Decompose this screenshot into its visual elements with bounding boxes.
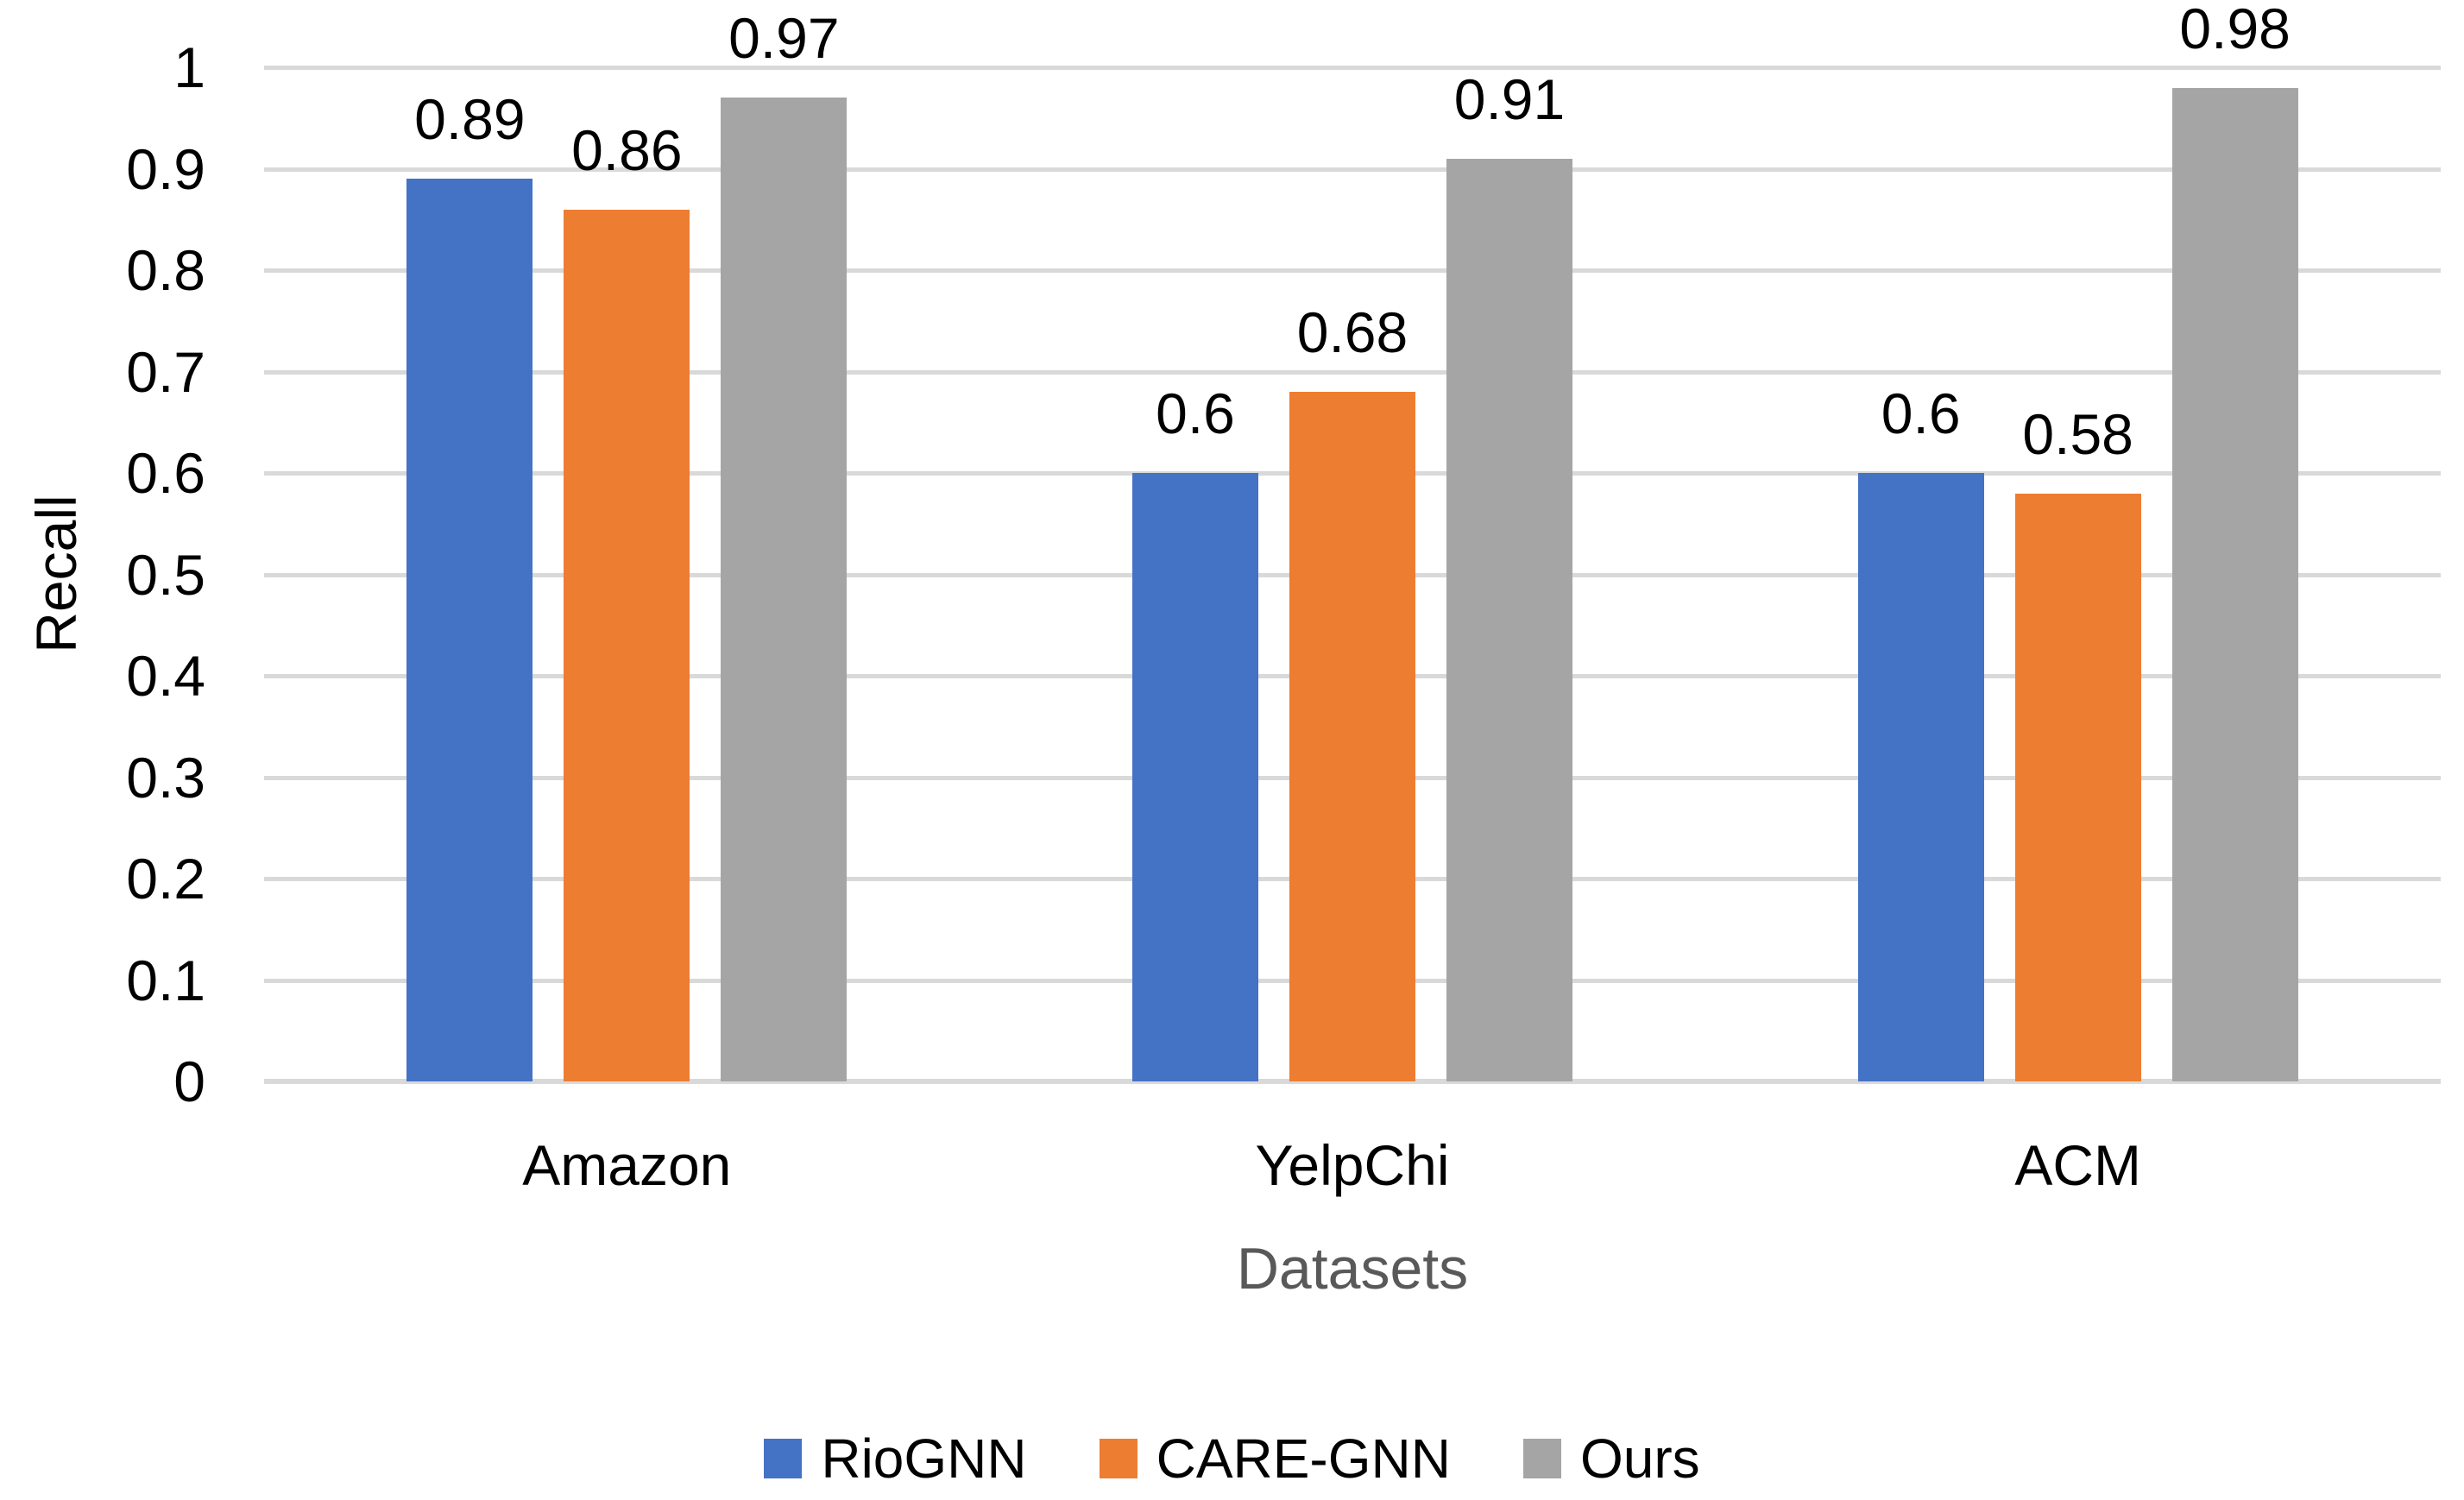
bar-Ours-YelpChi xyxy=(1446,158,1572,1081)
y-tick-label: 0.6 xyxy=(126,441,205,505)
legend-item-Ours: Ours xyxy=(1522,1428,1700,1490)
x-category-label: Amazon xyxy=(522,1133,732,1197)
x-axis-line xyxy=(264,1079,2441,1084)
bar-value-label: 0.68 xyxy=(1296,300,1408,364)
y-tick-label: 0.2 xyxy=(126,847,205,911)
x-category-label: YelpChi xyxy=(1255,1133,1450,1197)
legend-label: CARE-GNN xyxy=(1156,1428,1451,1490)
bar-RioGNN-Amazon xyxy=(406,179,533,1081)
y-tick-label: 0.4 xyxy=(126,644,205,708)
bar-value-label: 0.86 xyxy=(571,117,683,182)
bar-value-label: 0.97 xyxy=(728,6,840,71)
y-tick-label: 0.7 xyxy=(126,339,205,404)
y-tick-label: 0 xyxy=(173,1049,205,1113)
bar-CARE-GNN-ACM xyxy=(2014,493,2141,1081)
x-axis-title: Datasets xyxy=(1236,1236,1469,1301)
bar-value-label: 0.89 xyxy=(414,87,526,152)
gridline xyxy=(264,167,2441,172)
bar-CARE-GNN-YelpChi xyxy=(1289,392,1415,1081)
y-tick-label: 0.9 xyxy=(126,136,205,201)
gridline xyxy=(264,369,2441,375)
y-tick-label: 1 xyxy=(173,35,205,99)
bar-value-label: 0.58 xyxy=(2022,401,2133,466)
legend-item-RioGNN: RioGNN xyxy=(764,1428,1027,1490)
bar-value-label: 0.91 xyxy=(1453,66,1566,131)
legend-swatch-Ours xyxy=(1522,1439,1561,1478)
y-tick-label: 0.8 xyxy=(126,238,205,302)
y-tick-label: 0.1 xyxy=(126,948,205,1012)
legend-label: RioGNN xyxy=(821,1428,1027,1490)
legend-swatch-RioGNN xyxy=(764,1439,803,1478)
plot-area: 0.89 0.86 0.97 0.6 0.68 0.91 0.6 0.58 0.98 xyxy=(264,0,2441,1084)
gridline xyxy=(264,66,2441,70)
legend-label: Ours xyxy=(1579,1428,1700,1490)
y-tick-label: 0.3 xyxy=(126,745,205,810)
y-axis-tick-labels: 0 0.1 0.2 0.3 0.4 0.5 0.6 0.7 0.8 0.9 1 xyxy=(0,35,205,1113)
bar-RioGNN-ACM xyxy=(1857,473,1984,1081)
legend-item-CARE-GNN: CARE-GNN xyxy=(1099,1428,1451,1490)
x-category-label: ACM xyxy=(2014,1133,2141,1197)
y-tick-label: 0.5 xyxy=(126,542,205,607)
bar-CARE-GNN-Amazon xyxy=(564,209,690,1081)
x-axis-category-labels: Amazon YelpChi ACM xyxy=(264,1129,2441,1201)
legend-swatch-CARE-GNN xyxy=(1099,1439,1137,1478)
bar-RioGNN-YelpChi xyxy=(1132,473,1258,1081)
bar-Ours-ACM xyxy=(2171,87,2298,1081)
gridline xyxy=(264,268,2441,273)
legend: RioGNN CARE-GNN Ours xyxy=(0,1424,2464,1493)
bar-value-label: 0.6 xyxy=(1881,381,1961,445)
bar-value-label: 0.6 xyxy=(1156,381,1235,445)
bar-Ours-Amazon xyxy=(721,98,848,1081)
bar-value-label: 0.98 xyxy=(2179,0,2291,60)
